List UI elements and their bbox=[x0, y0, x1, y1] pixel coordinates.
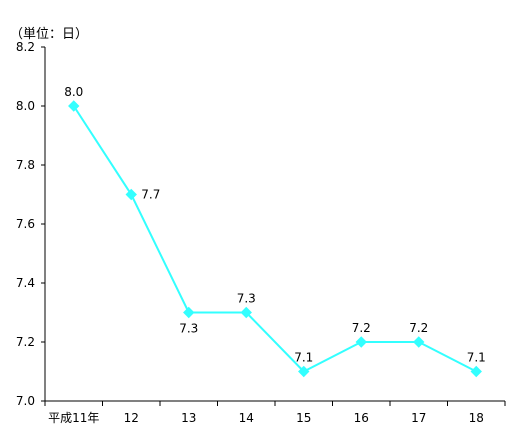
data-label: 7.3 bbox=[179, 322, 198, 336]
data-point-marker bbox=[240, 306, 252, 319]
data-labels: 8.0 7.7 7.3 7.3 7.1 7.2 7.2 7.1 bbox=[64, 85, 486, 365]
x-tick-label: 16 bbox=[354, 411, 369, 425]
data-point-marker bbox=[355, 336, 367, 348]
x-tick-label: 12 bbox=[124, 411, 139, 425]
y-tick-label: 7.4 bbox=[16, 276, 35, 290]
x-tick-label: 14 bbox=[239, 411, 254, 425]
data-point-marker bbox=[125, 188, 137, 201]
data-label: 7.2 bbox=[352, 321, 371, 335]
y-tick-label: 7.6 bbox=[16, 217, 35, 231]
data-point-marker bbox=[298, 365, 310, 378]
y-tick-label: 7.2 bbox=[16, 335, 35, 349]
series-layer bbox=[68, 100, 482, 378]
axes bbox=[41, 46, 506, 406]
data-label: 8.0 bbox=[64, 85, 83, 99]
x-tick-label: 18 bbox=[469, 411, 484, 425]
x-tick-label: 17 bbox=[411, 411, 426, 425]
x-tick-label: 15 bbox=[296, 411, 311, 425]
x-tick-label: 平成11年 bbox=[48, 411, 99, 425]
y-tick-label: 7.0 bbox=[16, 394, 35, 408]
data-point-marker bbox=[68, 100, 80, 112]
data-point-marker bbox=[183, 306, 195, 319]
data-label: 7.2 bbox=[409, 321, 428, 335]
data-point-marker bbox=[470, 365, 482, 378]
tick-labels: 7.0 7.2 7.4 7.6 7.8 8.0 8.2 平成11年 12 13 14 15 16 17 18 bbox=[16, 40, 484, 425]
series-line bbox=[72, 105, 477, 373]
data-label: 7.1 bbox=[294, 351, 313, 365]
data-point-marker bbox=[413, 336, 425, 348]
unit-label: （単位：日） bbox=[10, 26, 88, 42]
y-tick-label: 8.0 bbox=[16, 99, 35, 113]
data-label: 7.3 bbox=[237, 292, 256, 306]
y-tick-label: 8.2 bbox=[16, 40, 35, 54]
data-label: 7.1 bbox=[467, 351, 486, 365]
y-tick-label: 7.8 bbox=[16, 158, 35, 172]
data-label: 7.7 bbox=[141, 188, 160, 202]
x-tick-label: 13 bbox=[181, 411, 196, 425]
